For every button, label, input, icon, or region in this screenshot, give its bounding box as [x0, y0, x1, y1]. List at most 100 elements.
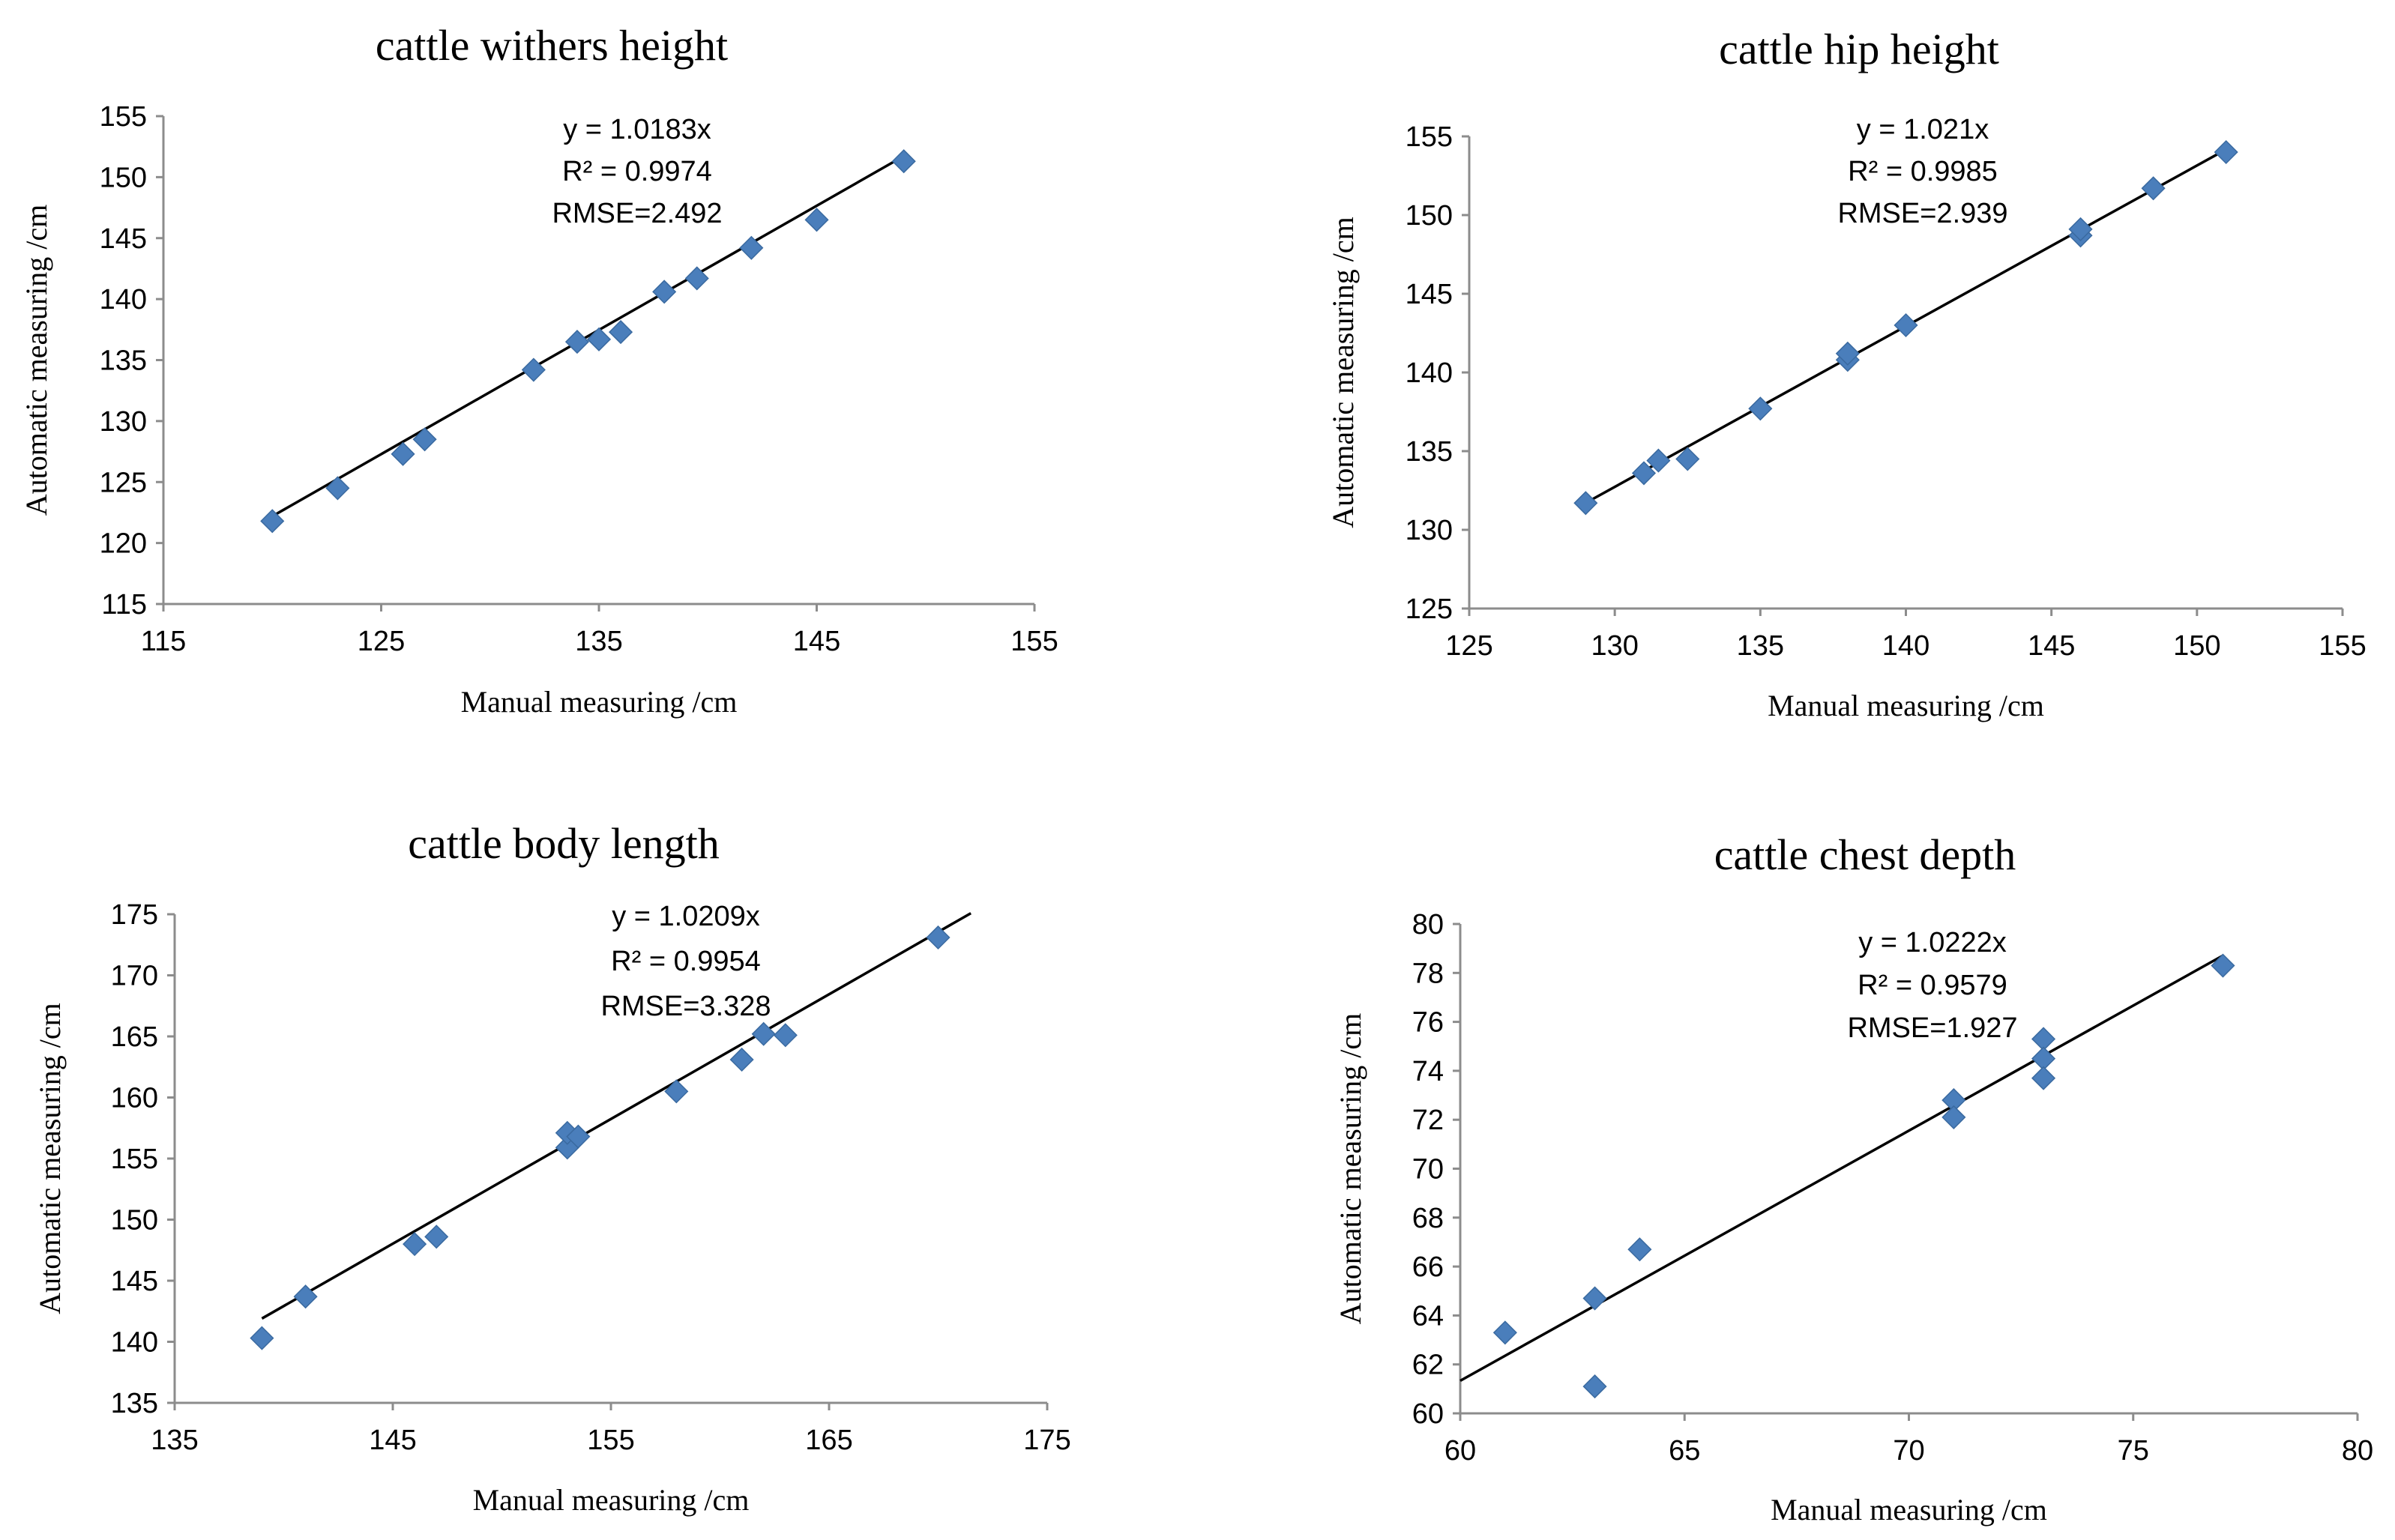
data-point — [564, 330, 590, 354]
y-axis-label: Automatic measuring /cm — [1326, 217, 1360, 528]
data-point — [1573, 491, 1598, 516]
y-tick-label: 140 — [1406, 357, 1453, 389]
x-tick-label: 175 — [1023, 1425, 1070, 1456]
data-point — [2211, 953, 2235, 978]
x-tick-label: 135 — [575, 626, 622, 657]
y-axis-label: Automatic measuring /cm — [33, 1003, 67, 1314]
chart-chest-depth: cattle chest depth 60 62 64 66 68 70 72 74 76 78 80… — [1334, 830, 2373, 1527]
trendline — [271, 154, 905, 518]
y-tick-label: 60 — [1412, 1398, 1444, 1430]
data-point — [2214, 139, 2238, 165]
data-point — [739, 235, 764, 260]
x-tick-label: 130 — [1591, 630, 1638, 662]
chart-body-length: cattle body length 135 140 145 150 155 160 165 1… — [33, 819, 1071, 1517]
x-tick-label: 125 — [1445, 630, 1492, 662]
x-tick-label: 70 — [1893, 1435, 1924, 1467]
y-tick-label: 140 — [100, 284, 147, 315]
y-tick-label: 155 — [100, 101, 147, 133]
chart-title: cattle chest depth — [1714, 830, 2016, 879]
data-point — [729, 1047, 754, 1072]
y-tick-label: 145 — [1406, 279, 1453, 310]
y-tick-label: 140 — [111, 1327, 158, 1359]
data-point — [1582, 1374, 1607, 1399]
data-point — [652, 280, 677, 304]
chart-withers-height: cattle withers height 115 120 125 130 135 140 1… — [19, 21, 1058, 719]
y-tick-label: 145 — [100, 223, 147, 255]
x-tick-label: 115 — [141, 626, 187, 657]
y-tick-label: 150 — [100, 162, 147, 193]
x-tick-label: 145 — [369, 1425, 416, 1456]
data-point — [751, 1021, 776, 1046]
x-tick-label: 155 — [1010, 626, 1058, 657]
data-point — [2141, 176, 2166, 201]
annotation-equation: y = 1.0209x — [612, 901, 760, 932]
chart-title: cattle body length — [408, 819, 720, 868]
annotation-rmse: RMSE=3.328 — [600, 991, 771, 1022]
data-point — [804, 208, 829, 232]
chart-title: cattle withers height — [376, 21, 728, 70]
annotation-equation: y = 1.0183x — [563, 114, 711, 145]
data-point — [1941, 1105, 1966, 1129]
y-tick-label: 125 — [1406, 594, 1453, 625]
data-point — [566, 1124, 591, 1149]
x-tick-label: 145 — [793, 626, 840, 657]
y-tick-label: 170 — [111, 961, 158, 992]
y-tick-label: 78 — [1412, 958, 1444, 989]
y-tick-label: 135 — [111, 1388, 158, 1419]
y-tick-label: 175 — [111, 899, 158, 931]
x-tick-label: 150 — [2173, 630, 2220, 662]
data-point — [1627, 1237, 1652, 1262]
x-axis-label: Manual measuring /cm — [1771, 1493, 2047, 1527]
chart-hip-height: cattle hip height 125 130 135 140 145 150 155 12… — [1326, 25, 2367, 722]
data-point — [684, 266, 709, 291]
x-tick-label: 135 — [151, 1425, 198, 1456]
annotation-r-squared: R² = 0.9974 — [562, 156, 712, 187]
data-point — [1631, 461, 1657, 486]
data-point — [250, 1326, 274, 1350]
y-tick-label: 80 — [1412, 909, 1444, 940]
annotation-rmse: RMSE=1.927 — [1847, 1012, 2017, 1044]
x-tick-label: 125 — [358, 626, 405, 657]
trendline — [261, 912, 972, 1320]
x-tick-label: 145 — [2028, 630, 2075, 662]
trendline — [1459, 954, 2224, 1383]
annotation-r-squared: R² = 0.9954 — [611, 946, 761, 977]
data-point — [1582, 1286, 1607, 1311]
x-tick-label: 155 — [587, 1425, 634, 1456]
y-tick-label: 115 — [101, 589, 147, 620]
x-tick-label: 165 — [805, 1425, 852, 1456]
y-tick-label: 62 — [1412, 1350, 1444, 1381]
annotation-equation: y = 1.021x — [1857, 114, 1989, 145]
data-point — [403, 1232, 427, 1257]
y-tick-label: 64 — [1412, 1300, 1444, 1332]
y-tick-label: 130 — [1406, 515, 1453, 546]
data-point — [1835, 341, 1860, 366]
y-tick-label: 145 — [111, 1266, 158, 1297]
y-tick-label: 150 — [1406, 200, 1453, 232]
annotation-rmse: RMSE=2.492 — [552, 198, 722, 229]
x-tick-label: 60 — [1444, 1435, 1476, 1467]
annotation-rmse: RMSE=2.939 — [1837, 198, 2007, 229]
y-tick-label: 120 — [100, 528, 147, 560]
data-point — [424, 1225, 449, 1249]
data-point — [1894, 312, 1918, 338]
y-tick-label: 125 — [100, 467, 147, 498]
y-tick-label: 68 — [1412, 1203, 1444, 1234]
x-tick-label: 135 — [1737, 630, 1784, 662]
data-point — [1492, 1320, 1517, 1345]
data-point — [521, 357, 546, 382]
y-tick-label: 135 — [100, 345, 147, 377]
data-point — [1748, 396, 1773, 421]
x-tick-label: 80 — [2342, 1435, 2373, 1467]
x-tick-label: 65 — [1669, 1435, 1700, 1467]
data-point — [412, 427, 437, 452]
y-tick-label: 165 — [111, 1021, 158, 1053]
data-point — [891, 149, 916, 174]
y-tick-label: 150 — [111, 1205, 158, 1236]
y-tick-label: 72 — [1412, 1105, 1444, 1136]
data-point — [1675, 447, 1700, 471]
x-axis-label: Manual measuring /cm — [473, 1483, 750, 1517]
y-tick-label: 70 — [1412, 1154, 1444, 1186]
data-point — [325, 476, 350, 501]
